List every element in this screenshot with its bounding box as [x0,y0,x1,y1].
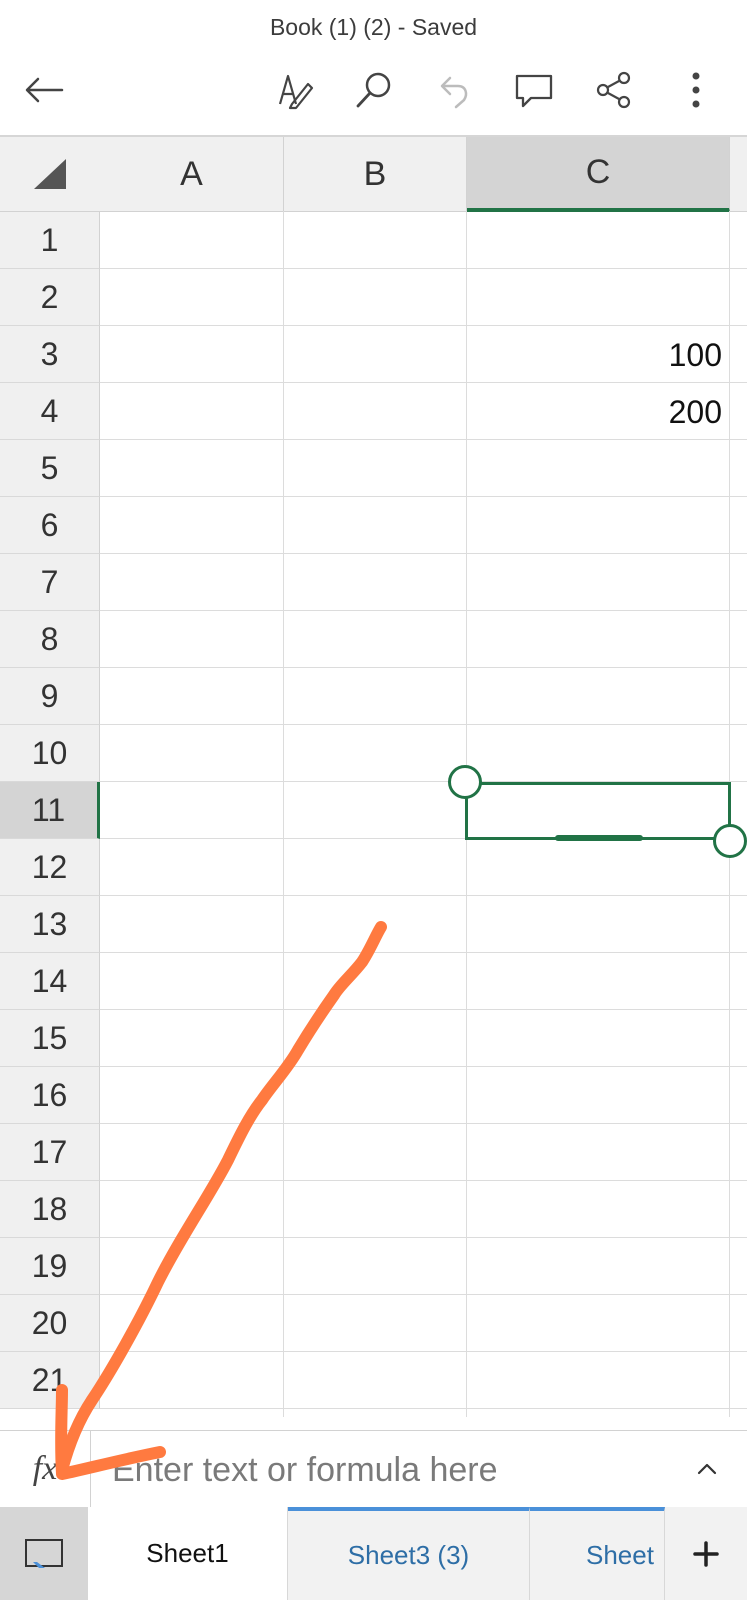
draw-pen-icon [278,74,314,110]
cell-c3[interactable]: 100 [668,337,722,373]
tab-sheet1[interactable]: Sheet1 [88,1507,288,1600]
row-header-14[interactable]: 14 [0,953,100,1010]
gridline [100,1408,747,1409]
more-button[interactable] [668,62,724,118]
undo-icon [440,76,468,109]
tab-sheet3-3[interactable]: Sheet3 (3) [288,1507,530,1600]
search-icon [356,72,391,108]
row-header-16[interactable]: 16 [0,1067,100,1124]
add-sheet-button[interactable] [665,1507,747,1600]
cell-c4[interactable]: 200 [668,394,722,430]
gridline [100,325,747,326]
row-header-10[interactable]: 10 [0,725,100,782]
row-header-6[interactable]: 6 [0,497,100,554]
expand-formula-button[interactable] [687,1449,727,1489]
gridline [100,724,747,725]
more-icon [692,72,700,108]
row-header-1[interactable]: 1 [0,212,100,269]
comment-button[interactable] [506,62,562,118]
gridline [100,1294,747,1295]
row-header-7[interactable]: 7 [0,554,100,611]
back-arrow-icon [25,77,64,103]
column-header-c[interactable]: C [467,137,730,212]
chevron-up-icon [697,1463,717,1475]
row-header-3[interactable]: 3 [0,326,100,383]
formula-input[interactable] [110,1439,674,1501]
undo-button[interactable] [426,62,482,118]
gridline [100,496,747,497]
gridline [100,1351,747,1352]
row-header-11[interactable]: 11 [0,782,100,839]
app-header: Book (1) (2) - Saved [0,0,747,137]
document-title: Book (1) (2) - Saved [269,14,478,40]
select-all-triangle-icon [34,159,66,189]
column-header-b[interactable]: B [284,137,467,212]
draw-button[interactable] [266,62,322,118]
selection-handle-top-left[interactable] [448,765,482,799]
gridline [100,838,747,839]
gridline [100,610,747,611]
row-header-15[interactable]: 15 [0,1010,100,1067]
row-header-19[interactable]: 19 [0,1238,100,1295]
column-header-d-partial[interactable] [730,137,747,212]
gridline [100,952,747,953]
gridline [100,439,747,440]
share-button[interactable] [586,62,642,118]
row-header-12[interactable]: 12 [0,839,100,896]
select-all-corner[interactable] [0,137,101,212]
comment-icon [515,74,553,108]
spreadsheet-grid[interactable]: A B C 1 2 3 4 5 6 7 8 9 10 11 12 13 14 1… [0,137,747,1417]
gridline [100,781,747,782]
gridline [100,268,747,269]
plus-icon [693,1540,719,1567]
sheets-panel-icon [25,1538,63,1568]
gridline [100,382,747,383]
column-header-a[interactable]: A [100,137,284,212]
row-header-13[interactable]: 13 [0,896,100,953]
tab-sheet-partial[interactable]: Sheet [530,1507,665,1600]
search-button[interactable] [346,62,402,118]
row-header-4[interactable]: 4 [0,383,100,440]
gridline [100,1180,747,1181]
gridline [100,1123,747,1124]
row-header-2[interactable]: 2 [0,269,100,326]
fx-button[interactable]: fx [0,1431,91,1507]
selection-handle-bottom-right[interactable] [713,824,747,858]
gridline [283,211,284,1417]
gridline [100,895,747,896]
row-header-17[interactable]: 17 [0,1124,100,1181]
sheet-tabs: Sheet1 Sheet3 (3) Sheet [0,1507,747,1600]
row-header-5[interactable]: 5 [0,440,100,497]
back-button[interactable] [16,62,72,118]
row-header-21[interactable]: 21 [0,1352,100,1409]
share-icon [596,71,631,109]
selected-cell-c11[interactable] [465,782,731,840]
gridline [100,1066,747,1067]
row-header-18[interactable]: 18 [0,1181,100,1238]
formula-bar: fx [0,1430,747,1508]
selection-bar [555,835,643,841]
row-header-9[interactable]: 9 [0,668,100,725]
gridline [100,1009,747,1010]
row-header-20[interactable]: 20 [0,1295,100,1352]
gridline [100,553,747,554]
gridline [100,667,747,668]
sheet-list-button[interactable] [0,1507,88,1600]
gridline [100,1237,747,1238]
row-header-8[interactable]: 8 [0,611,100,668]
